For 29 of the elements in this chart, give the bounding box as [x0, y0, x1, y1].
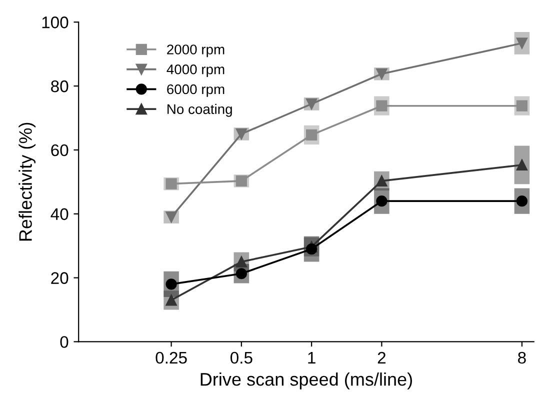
x-tick-label: 8	[518, 352, 526, 364]
legend-label: 6000 rpm	[167, 84, 224, 97]
x-tick-label: 0.25	[156, 352, 187, 364]
point	[376, 196, 388, 207]
x-axis-title: Drive scan speed (ms/line)	[200, 372, 412, 390]
point	[166, 278, 177, 290]
x-tick-label: 0.5	[230, 352, 252, 364]
point	[236, 175, 247, 186]
point	[376, 175, 388, 186]
point	[306, 243, 318, 255]
y-axis-title: Reflectivity (%)	[18, 122, 36, 241]
point	[236, 128, 247, 140]
point	[236, 256, 247, 268]
y-tick-label: 40	[50, 208, 68, 220]
x-tick-label: 2	[378, 352, 386, 364]
point	[306, 98, 318, 110]
y-tick-label: 100	[42, 16, 68, 28]
point	[166, 294, 177, 306]
y-tick-label: 80	[51, 80, 68, 92]
y-tick-label: 20	[51, 272, 68, 284]
point	[376, 100, 388, 112]
point	[236, 268, 247, 280]
legend-label: No coating	[168, 104, 232, 117]
y-tick-label: 0	[60, 336, 68, 348]
legend-label: 4000 rpm	[166, 64, 224, 78]
legend-label: 2000 rpm	[167, 44, 224, 58]
point	[306, 129, 318, 140]
y-tick-label: 60	[51, 144, 68, 156]
x-tick-label: 1	[308, 352, 316, 364]
